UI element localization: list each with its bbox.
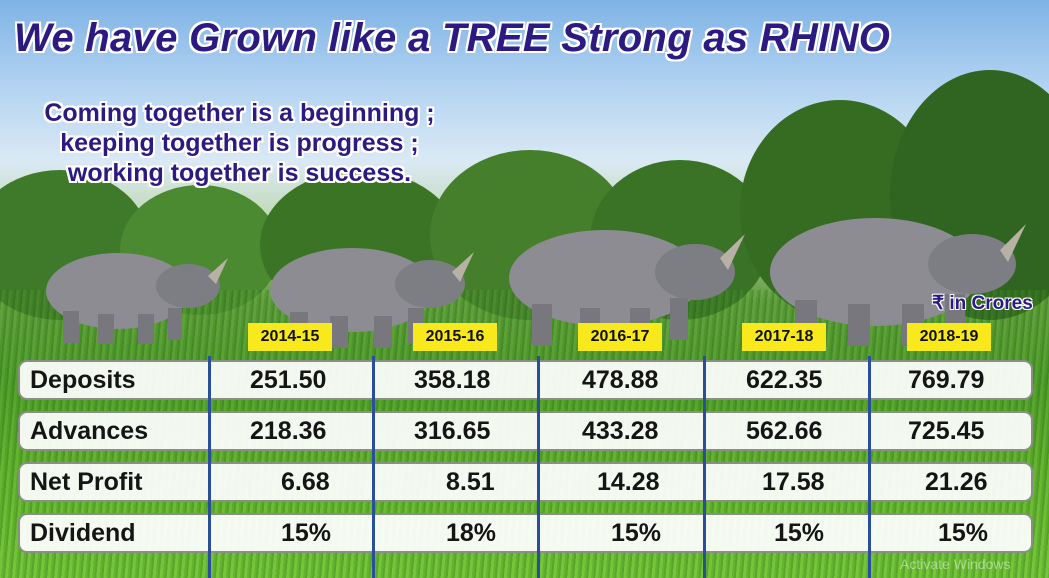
table-cell: 6.68 [281, 468, 330, 496]
row-label-deposits: Deposits [30, 366, 136, 394]
table-cell: 622.35 [746, 366, 823, 394]
column-divider [372, 356, 375, 578]
table-cell: 8.51 [446, 468, 495, 496]
rhino-icon [509, 230, 745, 346]
table-cell: 15% [938, 519, 989, 547]
table-cell: 725.45 [908, 417, 985, 445]
rhino-icon [770, 218, 1026, 346]
table-cell: 15% [774, 519, 825, 547]
table-row [18, 411, 1033, 451]
table-cell: 14.28 [597, 468, 660, 496]
year-badge: 2016-17 [578, 323, 662, 351]
row-label-advances: Advances [30, 417, 149, 445]
year-badge: 2017-18 [742, 323, 826, 351]
table-cell: 316.65 [414, 417, 491, 445]
table-cell: 562.66 [746, 417, 823, 445]
table-row [18, 513, 1033, 553]
table-cell: 17.58 [762, 468, 825, 496]
table-cell: 478.88 [582, 366, 659, 394]
quote-line: working together is success. [67, 159, 412, 187]
motto-quote: Coming together is a beginning ; keeping… [12, 98, 467, 188]
year-badge: 2014-15 [248, 323, 332, 351]
table-cell: 769.79 [908, 366, 985, 394]
page-title: We have Grown like a TREE Strong as RHIN… [14, 16, 891, 60]
column-divider [868, 356, 871, 578]
row-label-dividend: Dividend [30, 519, 136, 547]
year-badge: 2015-16 [413, 323, 497, 351]
column-divider [208, 356, 211, 578]
year-badge: 2018-19 [907, 323, 991, 351]
table-cell: 218.36 [250, 417, 327, 445]
quote-line: keeping together is progress ; [60, 129, 419, 157]
table-row [18, 462, 1033, 502]
table-cell: 251.50 [250, 366, 327, 394]
table-row [18, 360, 1033, 400]
table-cell: 15% [611, 519, 662, 547]
table-cell: 433.28 [582, 417, 659, 445]
table-cell: 358.18 [414, 366, 491, 394]
activation-watermark: Activate Windows [900, 556, 1011, 572]
unit-note: ₹ in Crores [932, 293, 1033, 314]
row-label-net-profit: Net Profit [30, 468, 143, 496]
rhino-icon [46, 253, 228, 344]
table-cell: 15% [281, 519, 332, 547]
column-divider [703, 356, 706, 578]
table-cell: 21.26 [925, 468, 988, 496]
quote-line: Coming together is a beginning ; [44, 99, 435, 127]
table-cell: 18% [446, 519, 497, 547]
column-divider [537, 356, 540, 578]
